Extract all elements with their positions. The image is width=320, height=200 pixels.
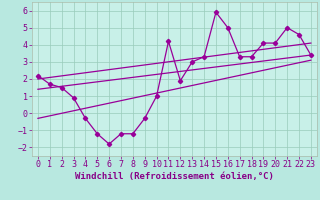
X-axis label: Windchill (Refroidissement éolien,°C): Windchill (Refroidissement éolien,°C) <box>75 172 274 181</box>
